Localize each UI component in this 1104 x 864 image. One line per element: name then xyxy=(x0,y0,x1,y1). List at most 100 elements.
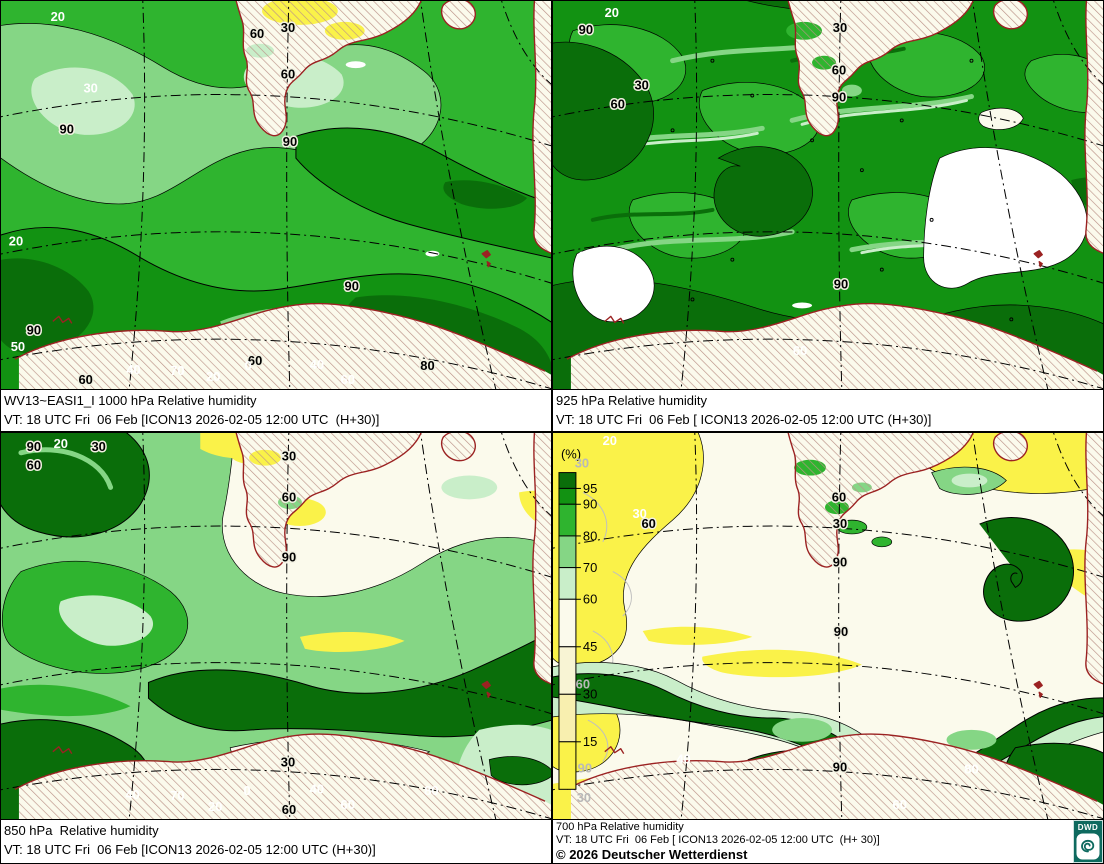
svg-text:60: 60 xyxy=(341,797,355,812)
map-canvas-925hpa: 20 90 30 60 30 60 90 90 90 60 xyxy=(553,1,1103,389)
svg-text:60: 60 xyxy=(832,489,846,504)
svg-text:(%): (%) xyxy=(561,447,581,462)
svg-text:30: 30 xyxy=(91,439,105,454)
svg-text:60: 60 xyxy=(576,676,590,691)
svg-text:95: 95 xyxy=(583,481,597,496)
svg-text:45: 45 xyxy=(583,639,597,654)
caption-700hpa: 700 hPa Relative humidity VT: 18 UTC Fri… xyxy=(553,820,1103,863)
svg-text:60: 60 xyxy=(832,63,846,78)
panel-925hpa: 20 90 30 60 30 60 90 90 90 60 925 hPa Relative hu… xyxy=(552,0,1104,432)
svg-text:60: 60 xyxy=(27,458,41,473)
map-canvas-850hpa: 90 20 30 60 30 60 90 30 40 70 20 0 40 60 80 60 xyxy=(1,433,551,819)
map-700hpa: (%) 95 90 80 70 60 45 30 15 20 30 30 60 60 30 90 90 60 90… xyxy=(553,433,1103,820)
svg-text:60: 60 xyxy=(641,516,655,531)
svg-text:30: 30 xyxy=(583,687,597,702)
panel-850hpa: 90 20 30 60 30 60 90 30 40 70 20 0 40 60 80 60 850 hPa … xyxy=(0,432,552,864)
svg-text:40: 40 xyxy=(310,781,324,796)
svg-text:15: 15 xyxy=(583,734,597,749)
svg-text:90: 90 xyxy=(345,279,359,294)
svg-text:60: 60 xyxy=(583,592,597,607)
svg-text:90: 90 xyxy=(578,761,592,776)
map-contour-labels: 20 90 30 60 30 60 90 90 90 60 xyxy=(577,5,849,358)
svg-text:30: 30 xyxy=(634,78,648,93)
svg-text:0: 0 xyxy=(244,783,251,798)
svg-text:30: 30 xyxy=(281,755,295,770)
svg-text:60: 60 xyxy=(248,353,262,368)
svg-text:90: 90 xyxy=(834,624,848,639)
svg-text:90: 90 xyxy=(27,439,41,454)
dwd-logo: DWD xyxy=(1073,820,1103,863)
svg-text:20: 20 xyxy=(51,9,65,24)
contour-specks xyxy=(670,58,1014,322)
svg-text:80: 80 xyxy=(583,528,597,543)
svg-text:90: 90 xyxy=(283,134,297,149)
svg-text:70: 70 xyxy=(170,363,184,378)
svg-text:30: 30 xyxy=(83,81,97,96)
caption-validtime: VT: 18 UTC Fri 06 Feb [ICON13 2026-02-05… xyxy=(4,412,380,427)
caption-title: 700 hPa Relative humidity xyxy=(556,821,684,833)
map-925hpa: 20 90 30 60 30 60 90 90 90 60 xyxy=(553,1,1103,390)
svg-text:90: 90 xyxy=(27,322,41,337)
svg-text:90: 90 xyxy=(60,121,74,136)
svg-text:60: 60 xyxy=(893,797,907,812)
svg-text:30: 30 xyxy=(577,790,591,805)
svg-text:40: 40 xyxy=(310,357,324,372)
svg-text:20: 20 xyxy=(605,5,619,20)
svg-text:90: 90 xyxy=(579,249,593,264)
svg-text:30: 30 xyxy=(575,456,589,471)
svg-text:60: 60 xyxy=(341,372,355,387)
svg-text:20: 20 xyxy=(603,433,617,448)
caption-validtime: VT: 18 UTC Fri 06 Feb [ ICON13 2026-02-0… xyxy=(556,834,880,846)
caption-1000hpa: WV13~EASI1_I 1000 hPa Relative humidity … xyxy=(1,390,551,431)
svg-text:30: 30 xyxy=(632,506,646,521)
copyright-line: © 2026 Deutscher Wetterdienst xyxy=(556,847,748,862)
svg-text:20: 20 xyxy=(54,436,68,451)
svg-text:0: 0 xyxy=(244,358,251,373)
svg-text:50: 50 xyxy=(11,339,25,354)
svg-text:30: 30 xyxy=(833,516,847,531)
svg-text:90: 90 xyxy=(579,22,593,37)
svg-text:90: 90 xyxy=(282,550,296,565)
svg-text:60: 60 xyxy=(250,26,264,41)
map-850hpa: 90 20 30 60 30 60 90 30 40 70 20 0 40 60 80 60 xyxy=(1,433,551,820)
caption-title: WV13~EASI1_I 1000 hPa Relative humidity xyxy=(4,393,257,408)
svg-text:80: 80 xyxy=(964,762,978,777)
svg-text:60: 60 xyxy=(282,489,296,504)
svg-text:40: 40 xyxy=(676,752,690,767)
dwd-logo-spiral xyxy=(1081,839,1095,853)
caption-925hpa: 925 hPa Relative humidity VT: 18 UTC Fri… xyxy=(553,390,1103,431)
svg-text:40: 40 xyxy=(126,362,140,377)
svg-text:60: 60 xyxy=(611,96,625,111)
svg-text:70: 70 xyxy=(170,788,184,803)
panel-700hpa: (%) 95 90 80 70 60 45 30 15 20 30 30 60 60 30 90 90 60 90… xyxy=(552,432,1104,864)
svg-text:60: 60 xyxy=(78,372,92,387)
map-1000hpa: 20 60 30 60 30 90 90 20 90 50 90 60 40 70 20 60 0 40 60 80 xyxy=(1,1,551,390)
caption-validtime: VT: 18 UTC Fri 06 Feb [ICON13 2026-02-05… xyxy=(4,842,376,857)
map-contour-labels: 90 20 30 60 30 60 90 30 40 70 20 0 40 60 80 60 xyxy=(25,436,438,819)
caption-850hpa: 850 hPa Relative humidity VT: 18 UTC Fri… xyxy=(1,820,551,863)
dwd-logo-text: DWD xyxy=(1078,823,1099,832)
svg-text:80: 80 xyxy=(420,358,434,373)
caption-title: 850 hPa Relative humidity xyxy=(4,823,159,838)
svg-text:20: 20 xyxy=(208,799,222,814)
svg-text:60: 60 xyxy=(282,802,296,817)
svg-text:30: 30 xyxy=(281,20,295,35)
svg-text:90: 90 xyxy=(832,89,846,104)
panel-1000hpa: 20 60 30 60 30 90 90 20 90 50 90 60 40 70 20 60 0 40 60 80 … xyxy=(0,0,552,432)
svg-text:90: 90 xyxy=(834,277,848,292)
gray-contours xyxy=(582,491,632,762)
svg-text:20: 20 xyxy=(206,369,220,384)
svg-text:90: 90 xyxy=(833,760,847,775)
svg-text:80: 80 xyxy=(424,783,438,798)
svg-text:40: 40 xyxy=(125,787,139,802)
svg-text:70: 70 xyxy=(583,560,597,575)
svg-text:90: 90 xyxy=(583,497,597,512)
svg-text:90: 90 xyxy=(833,555,847,570)
svg-text:60: 60 xyxy=(793,343,807,358)
